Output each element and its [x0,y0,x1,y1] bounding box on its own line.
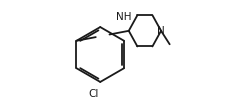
Text: Cl: Cl [88,89,99,99]
Text: NH: NH [116,12,131,22]
Text: N: N [157,26,165,36]
